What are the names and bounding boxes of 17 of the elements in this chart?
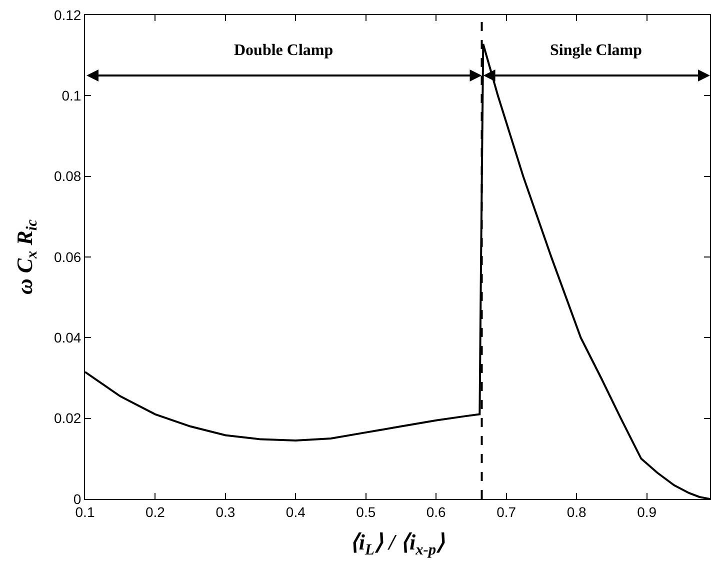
annotation: Single Clamp xyxy=(550,42,642,59)
y-tick-label: 0.12 xyxy=(54,6,82,23)
x-tick-label: 0.8 xyxy=(566,504,587,520)
x-tick-label: 0.3 xyxy=(216,504,236,520)
x-tick-label: 0.4 xyxy=(286,504,306,520)
annotation: Double Clamp xyxy=(234,42,334,59)
x-tick-label: 0.2 xyxy=(145,504,166,520)
y-tick-label: 0.06 xyxy=(54,248,82,265)
y-tick-label: 0.04 xyxy=(54,330,82,346)
x-tick-label: 0.6 xyxy=(426,504,446,520)
y-tick-label: 0.02 xyxy=(54,410,82,426)
y-tick-label: 0.1 xyxy=(62,88,82,104)
x-tick-label: 0.9 xyxy=(637,504,657,520)
x-tick-label: 0.7 xyxy=(496,504,516,520)
x-axis-title: ⟨i$_{L}$⟩ / ⟨i$_{x-p}$⟩ xyxy=(350,530,446,558)
x-tick-label: 0.5 xyxy=(356,504,376,520)
y-tick-label: 0.08 xyxy=(54,168,82,184)
